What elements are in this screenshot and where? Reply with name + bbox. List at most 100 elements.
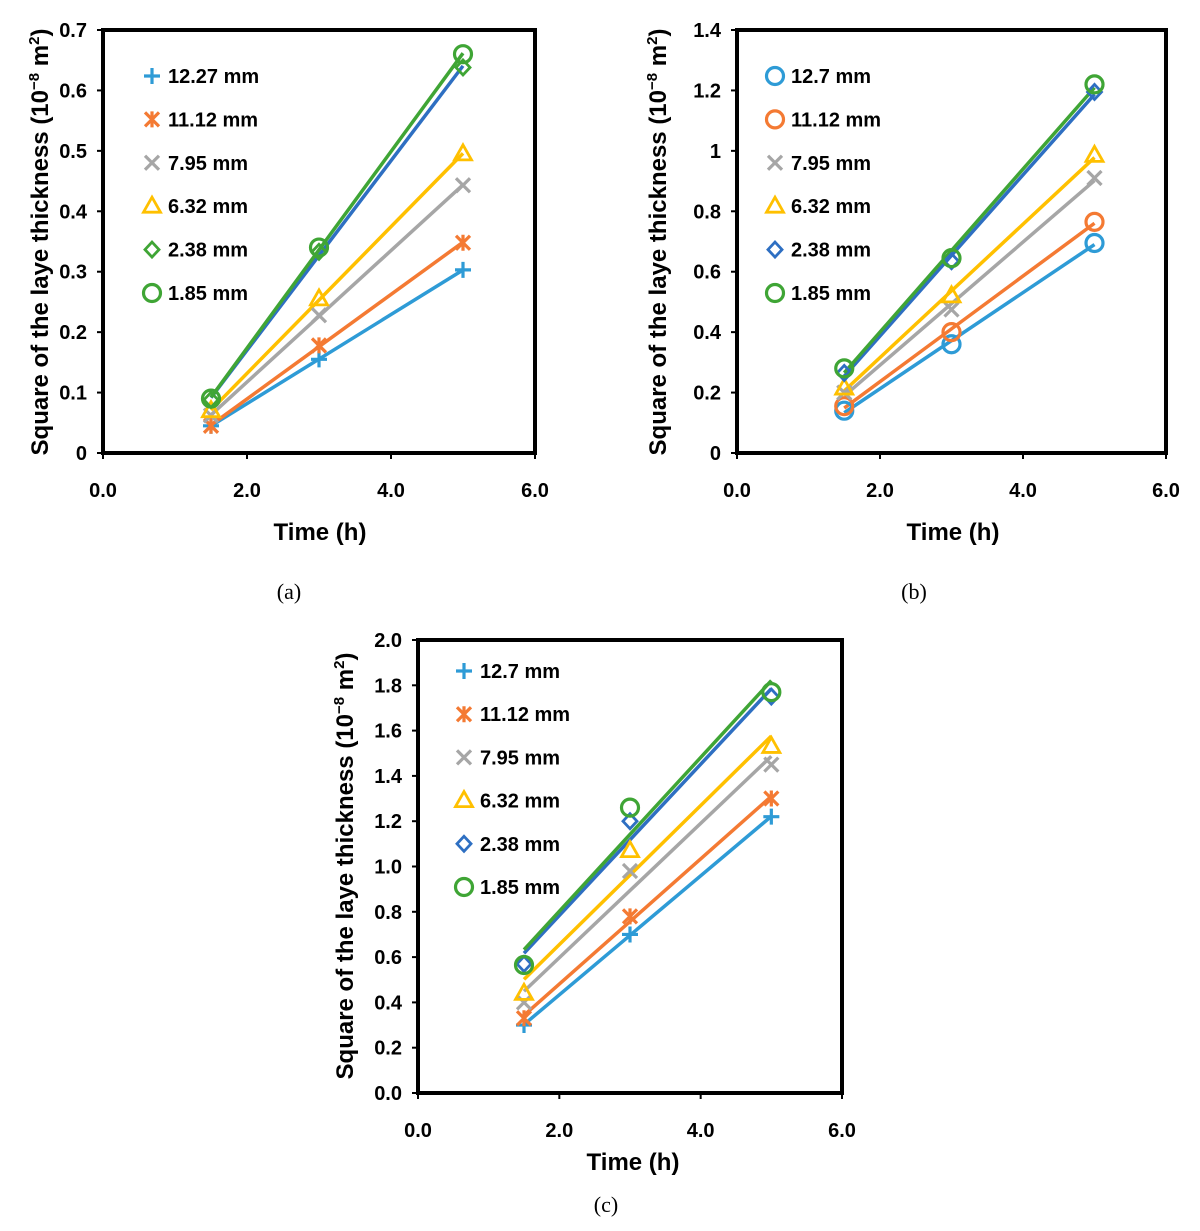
y-tick-label: 0.8	[693, 201, 721, 223]
trend-line	[522, 814, 773, 1026]
data-point	[763, 756, 780, 773]
y-tick-label: 0.8	[374, 902, 402, 924]
legend-marker	[143, 240, 161, 260]
trend-line	[209, 240, 465, 427]
x-tick-label: 0.0	[404, 1120, 432, 1142]
y-axis-title-exp: −8	[26, 73, 43, 90]
legend-marker	[766, 154, 784, 171]
data-point	[941, 248, 962, 269]
legend-label: 1.85 mm	[791, 283, 871, 305]
legend-marker	[455, 749, 473, 766]
data-point	[941, 322, 962, 343]
y-tick-label: 0.6	[374, 947, 402, 969]
legend-marker	[143, 154, 161, 171]
legend-marker	[455, 706, 473, 723]
data-point	[200, 398, 222, 419]
legend-label: 7.95 mm	[791, 153, 871, 175]
data-point	[762, 687, 781, 707]
trend-line	[843, 179, 1096, 398]
y-axis-title-sq: 2	[26, 37, 43, 45]
trend-line	[843, 156, 1096, 393]
data-point	[455, 261, 471, 278]
legend-marker	[144, 68, 160, 84]
x-axis-title: Time (h)	[587, 1149, 680, 1176]
y-axis-title-end: )	[332, 653, 359, 661]
data-point	[835, 363, 854, 383]
y-axis-title-unit: m	[645, 45, 672, 73]
y-tick-label: 1.0	[374, 857, 402, 879]
data-point	[834, 396, 855, 417]
y-axis-title-end: )	[645, 29, 672, 37]
legend-marker	[766, 240, 784, 260]
data-point	[454, 57, 472, 78]
data-point	[761, 681, 782, 703]
data-point	[308, 287, 330, 307]
y-axis-title-main: Square of the laye thickness (10	[332, 714, 359, 1079]
panel-caption: (a)	[277, 579, 301, 604]
data-point	[760, 734, 783, 754]
legend-label: 11.12 mm	[791, 109, 881, 131]
y-tick-label: 1.2	[693, 80, 721, 102]
chart-panel-b: 0 0.2 0.4 0.6 0.8 1 1.2 1.4 0.0 2.0 4.0 6.0 12.7 mm 1…	[644, 20, 1180, 604]
trend-line	[522, 754, 773, 993]
y-tick-label: 0	[710, 443, 721, 465]
legend-label: 7.95 mm	[168, 153, 248, 175]
x-tick-label: 2.0	[233, 480, 261, 502]
data-point	[515, 1010, 533, 1027]
legend-label: 6.32 mm	[480, 791, 560, 813]
data-point	[941, 334, 962, 355]
legend-label: 11.12 mm	[168, 109, 258, 131]
data-point	[619, 797, 641, 818]
data-point	[619, 838, 641, 859]
x-tick-label: 6.0	[828, 1120, 856, 1142]
legend-marker	[764, 282, 786, 304]
y-tick-label: 1.6	[374, 721, 402, 743]
x-axis-title: Time (h)	[274, 519, 367, 546]
legend-label: 6.32 mm	[168, 196, 248, 218]
x-tick-label: 6.0	[521, 480, 549, 502]
y-tick-label: 0.4	[59, 201, 88, 223]
trend-line	[209, 183, 465, 417]
data-point	[308, 237, 330, 258]
legend-label: 12.7 mm	[480, 661, 560, 683]
y-axis-title-sq: 2	[331, 661, 348, 669]
legend-label: 11.12 mm	[480, 704, 570, 726]
legend-marker	[764, 194, 786, 214]
data-point	[513, 981, 535, 1001]
plot-frame	[416, 638, 844, 1095]
data-point	[622, 926, 638, 943]
data-point	[310, 307, 328, 324]
y-tick-label: 1.4	[693, 20, 722, 42]
y-axis-title-exp: −8	[644, 73, 661, 90]
legend-marker	[456, 663, 472, 679]
data-point	[515, 994, 533, 1011]
legend-marker	[141, 194, 163, 214]
data-point	[834, 358, 855, 379]
y-axis-title-unit: m	[332, 669, 359, 697]
y-axis-title-main: Square of the laye thickness (10	[27, 90, 54, 455]
data-point	[763, 808, 780, 825]
y-axis-title-main: Square of the laye thickness (10	[645, 90, 672, 455]
legend-label: 1.85 mm	[168, 283, 248, 305]
y-axis-title-end: )	[27, 29, 54, 37]
y-tick-label: 0.2	[59, 322, 87, 344]
panel-caption: (c)	[594, 1192, 618, 1217]
y-tick-label: 0.0	[374, 1083, 402, 1105]
legend-marker	[453, 876, 475, 898]
data-point	[1084, 232, 1105, 254]
legend-label: 2.38 mm	[791, 240, 871, 262]
y-axis-title-unit: m	[27, 45, 54, 73]
y-axis-title: Square of the laye thickness (10−8 m2)	[644, 29, 672, 456]
y-tick-label: 0.6	[59, 80, 87, 102]
data-point	[1084, 74, 1105, 95]
trend-line	[210, 268, 464, 428]
y-axis-title: Square of the laye thickness (10−8 m2)	[331, 653, 359, 1080]
y-axis-title: Square of the laye thickness (10−8 m2)	[26, 29, 54, 456]
plot-frame	[101, 28, 537, 455]
trend-line	[843, 221, 1096, 410]
data-point	[513, 954, 535, 976]
legend-marker	[453, 788, 475, 808]
data-point	[200, 388, 222, 409]
x-tick-label: 2.0	[545, 1120, 573, 1142]
